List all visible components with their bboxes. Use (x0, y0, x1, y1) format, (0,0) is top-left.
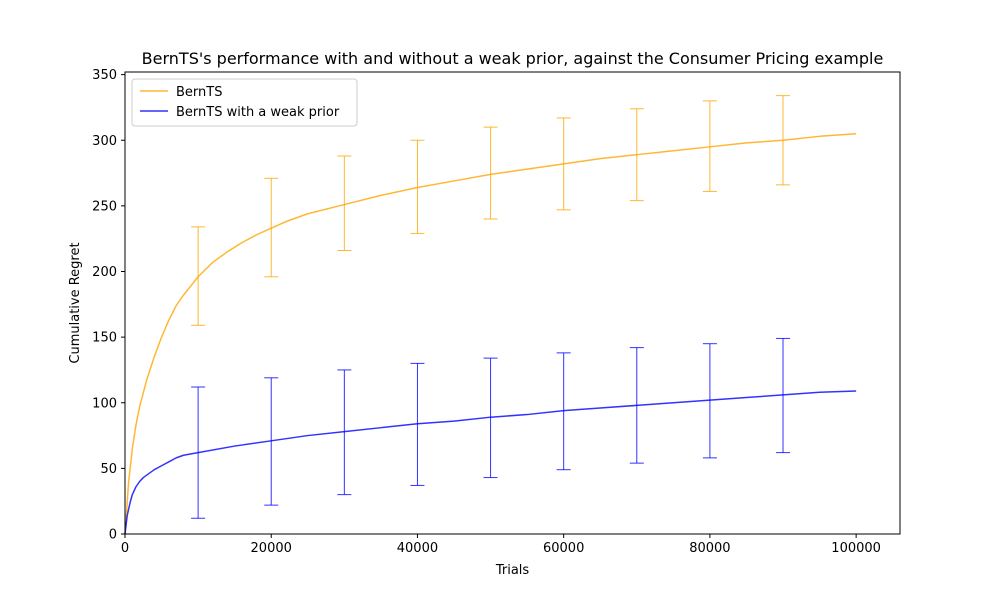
series-line-1 (124, 390, 857, 535)
error-bar (702, 100, 717, 192)
error-bar (337, 155, 352, 251)
x-tick-label: 20000 (251, 541, 292, 556)
y-axis: 0 50 100 150 200 250 300 350 (92, 68, 125, 543)
error-bar (629, 108, 644, 202)
error-bar (264, 377, 279, 506)
x-tick-label: 0 (121, 541, 129, 556)
y-tick-label: 300 (92, 134, 117, 149)
y-tick-label: 150 (92, 331, 117, 346)
y-tick-label: 50 (100, 462, 117, 477)
legend: BernTS BernTS with a weak prior (131, 78, 358, 127)
x-tick-label: 100000 (831, 541, 881, 556)
x-tick-label: 60000 (543, 541, 584, 556)
errorbar-layer (191, 95, 791, 519)
error-bar (556, 117, 571, 211)
x-tick-label: 40000 (397, 541, 438, 556)
error-bar (191, 386, 206, 519)
y-tick-label: 200 (92, 265, 117, 280)
y-axis-label: Cumulative Regret (68, 242, 83, 363)
y-tick-label: 350 (92, 68, 117, 83)
error-bar (776, 95, 791, 186)
error-bar (410, 362, 425, 486)
chart-title: BernTS's performance with and without a … (142, 49, 884, 68)
y-tick-label: 100 (92, 396, 117, 411)
error-bar (337, 369, 352, 496)
error-bar (702, 343, 717, 459)
error-bar (556, 352, 571, 471)
x-axis-label: Trials (495, 563, 530, 578)
legend-label-bernts-weak-prior: BernTS with a weak prior (176, 105, 340, 120)
x-axis: 0 20000 40000 60000 80000 100000 (121, 534, 881, 556)
error-bar (191, 226, 206, 326)
legend-frame (131, 78, 358, 127)
error-bar (776, 337, 791, 454)
plot-frame (124, 71, 901, 535)
plot-area (125, 72, 900, 534)
error-bar (629, 347, 644, 464)
error-bar (483, 126, 498, 220)
error-bar (410, 139, 425, 234)
x-tick-label: 80000 (689, 541, 730, 556)
y-tick-label: 250 (92, 199, 117, 214)
error-bar (483, 357, 498, 479)
y-tick-label: 0 (109, 528, 117, 543)
error-bar (264, 177, 279, 278)
legend-label-bernts: BernTS (176, 85, 222, 100)
